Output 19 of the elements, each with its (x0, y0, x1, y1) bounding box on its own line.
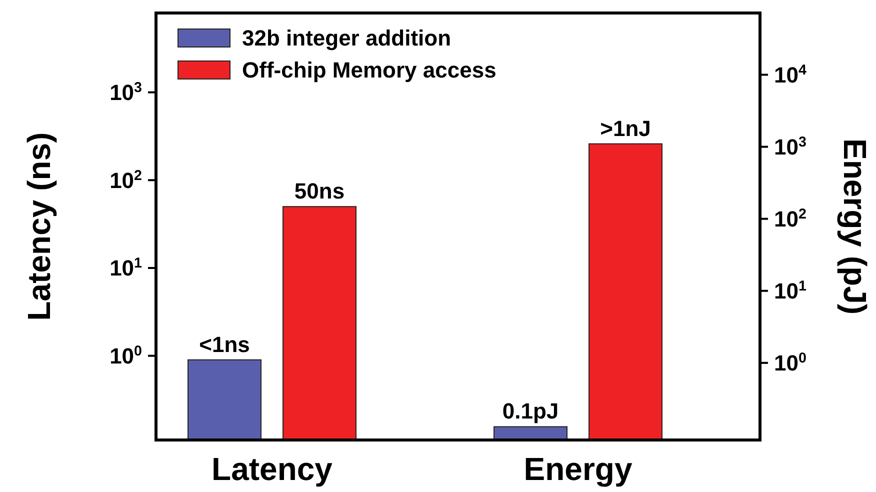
y-tick-label: 10$^{1}$ (110, 256, 142, 281)
y-axis-title: Latency (ns) (21, 132, 57, 321)
data-label: <1ns (199, 332, 250, 357)
y2-tick-label: 10$^{0}$ (774, 350, 806, 376)
y2-tick-label: 10$^{1}$ (774, 278, 806, 304)
x-tick-label: Energy (524, 451, 632, 487)
y-tick-label: 10$^{0}$ (110, 344, 142, 369)
data-label: 0.1pJ (502, 398, 559, 424)
data-label: >1nJ (600, 116, 651, 141)
y2-axis-title: Energy (pJ) (837, 138, 873, 315)
y-tick-label: 10$^{2}$ (110, 168, 142, 193)
x-tick-label: Latency (212, 451, 333, 487)
legend-label: Off-chip Memory access (242, 58, 496, 83)
y-tick-label: 10$^{3}$ (110, 80, 142, 106)
y2-tick-label: 10$^{3}$ (774, 134, 806, 160)
y2-tick-label: 10$^{4}$ (774, 62, 806, 88)
y2-tick-label: 10$^{2}$ (774, 206, 806, 232)
legend-label: 32b integer addition (242, 26, 452, 51)
data-label: 50ns (294, 178, 345, 204)
